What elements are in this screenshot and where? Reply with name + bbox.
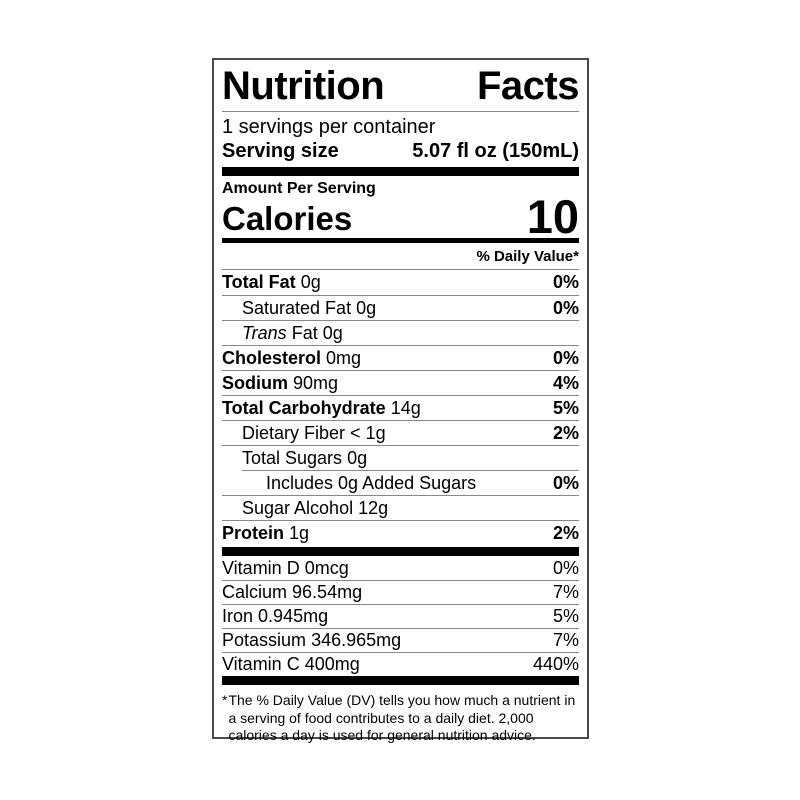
- nutrient-row-total-fat: Total Fat 0g 0%: [222, 270, 579, 295]
- nutrient-row-trans-fat: Trans Fat 0g: [222, 320, 579, 345]
- calories-label: Calories: [222, 200, 353, 237]
- nutrient-name: Dietary Fiber: [242, 422, 346, 443]
- nutrient-dv: 2%: [552, 422, 579, 443]
- nutrient-amount: 0mg: [326, 347, 362, 368]
- nutrient-row-protein: Protein 1g 2%: [222, 520, 579, 545]
- vitamin-row-potassium: Potassium 346.965mg 7%: [222, 628, 579, 652]
- vitamin-amount: 0.945mg: [258, 606, 329, 626]
- nutrient-name: Total Carbohydrate: [222, 397, 386, 418]
- nutrient-row-sugar-alcohol: Sugar Alcohol 12g: [222, 495, 579, 520]
- nutrient-name: Protein: [222, 522, 285, 543]
- serving-size-value: 5.07 fl oz (150mL): [412, 140, 579, 162]
- nutrient-row-cholesterol: Cholesterol 0mg 0%: [222, 345, 579, 370]
- footnote-text: The % Daily Value (DV) tells you how muc…: [228, 692, 576, 743]
- footnote-asterisk: *: [222, 692, 228, 708]
- nutrient-name: Sodium: [222, 372, 288, 393]
- thick-divider-vitamins-top: [222, 547, 579, 556]
- vitamin-dv: 0%: [552, 557, 579, 578]
- vitamin-name: Vitamin C: [222, 654, 300, 674]
- vitamin-name: Calcium: [222, 582, 288, 602]
- footnote: * The % Daily Value (DV) tells you how m…: [222, 685, 579, 745]
- nutrient-row-sodium: Sodium 90mg 4%: [222, 370, 579, 395]
- vitamin-row-iron: Iron 0.945mg 5%: [222, 604, 579, 628]
- vitamin-amount: 96.54mg: [292, 582, 363, 602]
- nutrient-name: Sugar Alcohol: [242, 497, 354, 518]
- title-word-nutrition: Nutrition: [222, 64, 385, 108]
- nutrient-row-total-sugars: Total Sugars 0g: [222, 445, 579, 470]
- nutrient-amount: 90mg: [293, 372, 339, 393]
- nutrient-row-added-sugars: Includes 0g Added Sugars 0%: [242, 470, 579, 495]
- nutrient-amount: < 1g: [350, 422, 386, 443]
- nutrient-name: Total Sugars: [242, 447, 343, 468]
- nutrient-row-saturated-fat: Saturated Fat 0g 0%: [222, 295, 579, 320]
- nutrient-amount: 0g: [300, 272, 321, 292]
- nutrient-row-dietary-fiber: Dietary Fiber < 1g 2%: [222, 420, 579, 445]
- nutrient-amount: 1g: [289, 522, 310, 543]
- nutrient-name: Total Fat: [222, 272, 296, 292]
- vitamin-amount: 0mcg: [304, 557, 349, 578]
- nutrient-amount: 12g: [358, 497, 389, 518]
- calories-row: Calories 10: [222, 190, 579, 243]
- medium-divider-calories: [222, 238, 579, 243]
- nutrient-dv: 5%: [552, 397, 579, 418]
- vitamin-row-vitamin-d: Vitamin D 0mcg 0%: [222, 556, 579, 580]
- vitamin-name: Vitamin D: [222, 557, 300, 578]
- daily-value-header: % Daily Value*: [222, 243, 579, 270]
- nutrient-amount: 14g: [390, 397, 421, 418]
- nutrient-dv: 4%: [552, 372, 579, 393]
- thick-divider-bottom: [222, 676, 579, 685]
- nutrient-dv: 0%: [552, 347, 579, 368]
- nutrient-dv: 0%: [552, 297, 579, 318]
- vitamin-amount: 346.965mg: [311, 630, 402, 650]
- vitamin-dv: 440%: [532, 654, 579, 674]
- nutrient-name: Cholesterol: [222, 347, 322, 368]
- serving-size-label: Serving size: [222, 140, 339, 162]
- nutrient-dv: 2%: [552, 522, 579, 543]
- nutrient-name: Trans: [242, 322, 287, 343]
- nutrient-dv: 0%: [552, 472, 579, 493]
- vitamin-row-calcium: Calcium 96.54mg 7%: [222, 580, 579, 604]
- nutrient-row-total-carbohydrate: Total Carbohydrate 14g 5%: [222, 395, 579, 420]
- nutrient-dv: 0%: [552, 272, 579, 292]
- vitamin-dv: 7%: [552, 630, 579, 650]
- amount-per-serving-label: Amount Per Serving: [222, 180, 376, 197]
- calories-value: 10: [526, 190, 579, 243]
- servings-per-container: 1 servings per container: [222, 116, 436, 138]
- vitamin-dv: 7%: [552, 582, 579, 602]
- label-title: Nutrition Facts: [222, 60, 580, 112]
- nutrient-amount: 0g: [356, 297, 377, 318]
- vitamin-row-vitamin-c: Vitamin C 400mg 440%: [222, 652, 579, 676]
- nutrition-facts-label: Nutrition Facts 1 servings per container…: [212, 58, 589, 743]
- thick-divider-top: [222, 167, 579, 176]
- vitamin-dv: 5%: [552, 606, 579, 626]
- nutrient-name: Includes 0g Added Sugars: [266, 472, 477, 493]
- title-word-facts: Facts: [477, 64, 580, 108]
- nutrient-name: Saturated Fat: [242, 297, 352, 318]
- vitamin-name: Potassium: [222, 630, 307, 650]
- serving-size-row: Serving size 5.07 fl oz (150mL): [222, 139, 579, 167]
- nutrient-amount: Fat 0g: [291, 322, 343, 343]
- vitamin-amount: 400mg: [304, 654, 360, 674]
- vitamin-name: Iron: [222, 606, 254, 626]
- nutrient-amount: 0g: [347, 447, 368, 468]
